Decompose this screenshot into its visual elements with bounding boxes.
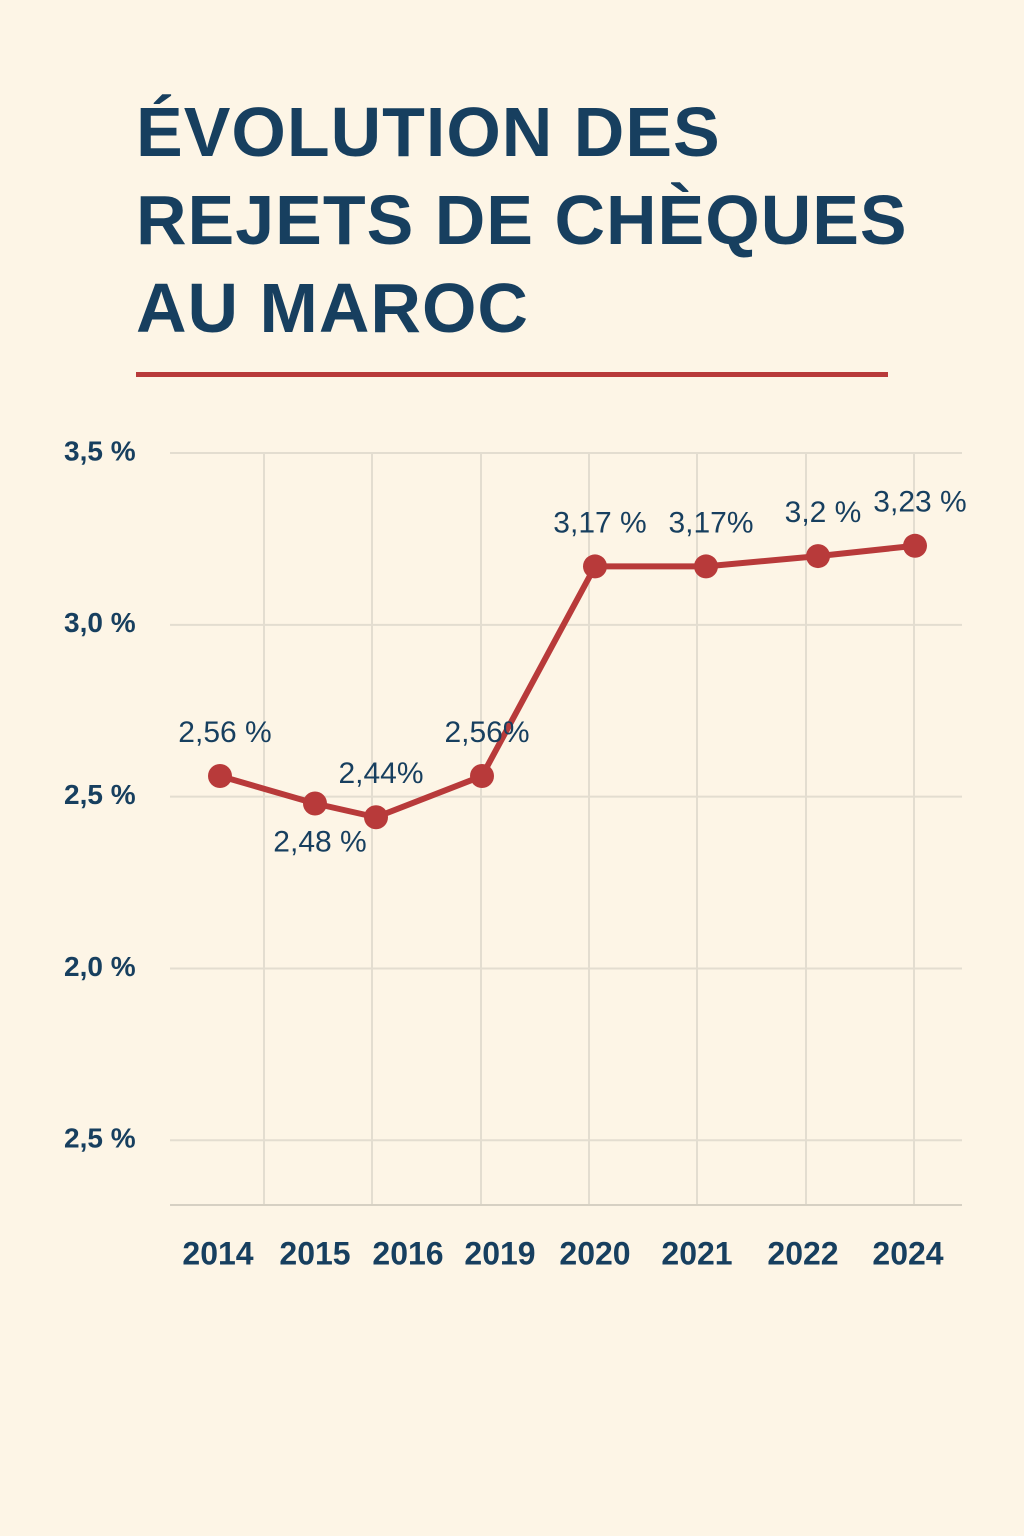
value-label: 2,48 %	[273, 825, 366, 858]
chart-title: ÉVOLUTION DES REJETS DE CHÈQUES AU MAROC	[136, 93, 908, 347]
point	[806, 544, 830, 569]
point	[364, 805, 388, 830]
y-tick-label: 2,5 %	[64, 779, 136, 810]
x-tick-label: 2020	[559, 1235, 630, 1271]
line	[219, 542, 916, 821]
x-tick-label: 2014	[182, 1235, 253, 1271]
y-tick-label: 2,0 %	[64, 951, 136, 982]
x-tick-label: 2024	[872, 1235, 943, 1271]
point	[694, 554, 718, 579]
value-label: 3,17%	[668, 506, 753, 539]
x-tick-label: 2021	[661, 1235, 732, 1271]
title-rule	[136, 372, 888, 377]
value-label: 2,56%	[444, 716, 529, 749]
x-tick-label: 2015	[279, 1235, 350, 1271]
point	[903, 533, 927, 558]
value-label: 2,44%	[338, 757, 423, 790]
value-label: 3,23 %	[873, 486, 966, 519]
point	[583, 554, 607, 579]
x-tick-label: 2016	[372, 1235, 443, 1271]
x-tick-label: 2022	[767, 1235, 838, 1271]
y-tick-label: 3,5 %	[64, 435, 136, 466]
value-label: 3,2 %	[785, 496, 862, 529]
y-tick-label: 3,0 %	[64, 607, 136, 638]
value-label: 2,56 %	[178, 716, 271, 749]
point	[303, 791, 327, 816]
value-label: 3,17 %	[553, 506, 646, 539]
y-tick-label: 2,5 %	[64, 1123, 136, 1154]
point	[208, 764, 232, 789]
point	[470, 764, 494, 789]
x-tick-label: 2019	[464, 1235, 535, 1271]
